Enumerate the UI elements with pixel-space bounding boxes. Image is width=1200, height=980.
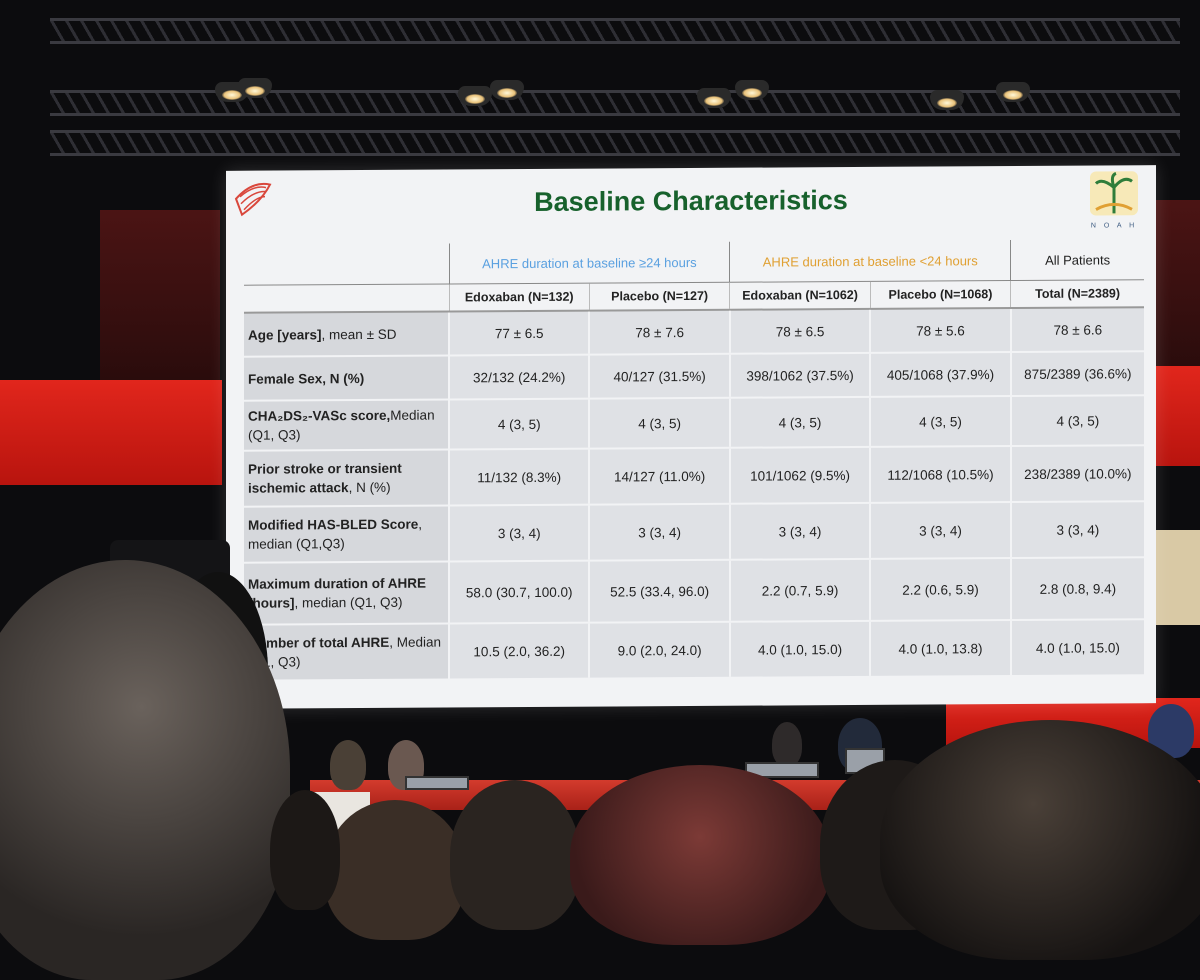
table-cell: 3 (3, 4) <box>729 502 871 560</box>
baseline-table: AHRE duration at baseline ≥24 hours AHRE… <box>244 239 1144 681</box>
group-header-all: All Patients <box>1010 239 1144 281</box>
table-cell: 4.0 (1.0, 13.8) <box>870 620 1011 677</box>
row-label: Maximum duration of AHRE [hours], median… <box>244 561 449 625</box>
panelist <box>772 722 802 766</box>
table-row: Number of total AHRE, Median (Q1, Q3) 10.… <box>244 619 1144 681</box>
group-header-row: AHRE duration at baseline ≥24 hours AHRE… <box>244 239 1144 285</box>
dark-red-panel-left <box>100 210 220 380</box>
audience-head <box>880 720 1200 960</box>
row-label: Female Sex, N (%) <box>244 355 449 401</box>
table-cell: 3 (3, 4) <box>589 503 730 561</box>
audience-head <box>325 800 465 940</box>
table-cell: 101/1062 (9.5%) <box>729 446 871 504</box>
panelist <box>330 740 366 790</box>
table-row: Female Sex, N (%) 32/132 (24.2%) 40/127 (3… <box>244 351 1144 401</box>
row-label-rest: , mean ± SD <box>321 326 397 342</box>
stage-light-icon <box>996 82 1030 102</box>
table-cell: 4.0 (1.0, 15.0) <box>1010 619 1144 677</box>
column-header: Edoxaban (N=1062) <box>729 281 871 310</box>
table-cell: 2.2 (0.7, 5.9) <box>729 558 871 622</box>
table-cell: 4 (3, 5) <box>729 396 871 448</box>
logo-text: N O A H <box>1090 222 1138 230</box>
table-row: CHA₂DS₂-VASc score,Median (Q1, Q3) 4 (3, … <box>244 395 1144 451</box>
audience-head <box>570 765 830 945</box>
column-header: Edoxaban (N=132) <box>449 283 590 312</box>
table-cell: 9.0 (2.0, 24.0) <box>589 621 730 679</box>
table-cell: 78 ± 5.6 <box>870 308 1011 353</box>
red-wall-left <box>0 380 222 485</box>
table-row: Age [years], mean ± SD 77 ± 6.5 78 ± 7.6 78… <box>244 307 1144 357</box>
table-cell: 11/132 (8.3%) <box>449 448 590 506</box>
laptop <box>405 776 469 790</box>
table-cell: 14/127 (11.0%) <box>589 447 730 505</box>
column-header: Placebo (N=1068) <box>870 280 1011 309</box>
table-cell: 4 (3, 5) <box>870 396 1011 447</box>
table-cell: 3 (3, 4) <box>1010 501 1144 559</box>
table-cell: 238/2389 (10.0%) <box>1010 445 1144 503</box>
table-cell: 78 ± 6.5 <box>729 308 871 354</box>
table-cell: 40/127 (31.5%) <box>589 353 730 399</box>
projection-screen: Baseline Characteristics N O A H AHRE du… <box>226 165 1156 709</box>
row-label-bold: Female Sex, N (%) <box>248 370 365 387</box>
table-cell: 875/2389 (36.6%) <box>1010 351 1144 397</box>
table-cell: 10.5 (2.0, 36.2) <box>449 622 590 680</box>
table-cell: 4 (3, 5) <box>449 398 590 450</box>
table-cell: 405/1068 (37.9%) <box>870 352 1011 397</box>
group-header-ge24h: AHRE duration at baseline ≥24 hours <box>449 241 730 284</box>
audience-head <box>450 780 580 930</box>
ceiling-truss-1 <box>50 18 1180 44</box>
table-body: Age [years], mean ± SD 77 ± 6.5 78 ± 7.6 78… <box>244 307 1144 681</box>
stage-light-icon <box>490 80 524 100</box>
blank-subheader <box>244 283 449 313</box>
palm-tree-icon <box>1090 171 1138 216</box>
table-cell: 78 ± 6.6 <box>1010 307 1144 353</box>
noah-logo: N O A H <box>1086 169 1142 230</box>
slide-title: Baseline Characteristics <box>534 185 848 217</box>
stage-light-icon <box>697 88 731 108</box>
slide-logo-left-icon <box>234 182 272 217</box>
table-row: Prior stroke or transient ischemic attac… <box>244 445 1144 507</box>
row-label: Prior stroke or transient ischemic attac… <box>244 449 449 507</box>
table-cell: 112/1068 (10.5%) <box>870 446 1011 503</box>
stage-light-icon <box>930 90 964 110</box>
column-header: Placebo (N=127) <box>589 282 730 311</box>
group-header-lt24h: AHRE duration at baseline <24 hours <box>729 240 1011 283</box>
audience-head <box>270 790 340 910</box>
row-label: Number of total AHRE, Median (Q1, Q3) <box>244 623 449 681</box>
table-cell: 4 (3, 5) <box>1010 395 1144 447</box>
table-cell: 52.5 (33.4, 96.0) <box>589 559 730 623</box>
row-label-rest: , N (%) <box>348 479 391 496</box>
table-cell: 32/132 (24.2%) <box>449 354 590 400</box>
row-label: Modified HAS-BLED Score, median (Q1,Q3) <box>244 505 449 563</box>
table-cell: 58.0 (30.7, 100.0) <box>449 560 590 624</box>
row-label-bold: Age [years] <box>248 326 322 343</box>
row-label: CHA₂DS₂-VASc score,Median (Q1, Q3) <box>244 399 449 451</box>
table-row: Maximum duration of AHRE [hours], median… <box>244 557 1144 625</box>
row-label-bold: Number of total AHRE <box>248 634 390 651</box>
column-header: Total (N=2389) <box>1010 279 1144 309</box>
table-cell: 3 (3, 4) <box>449 504 590 562</box>
row-label-bold: Modified HAS-BLED Score <box>248 516 419 533</box>
table-cell: 4 (3, 5) <box>589 397 730 449</box>
side-screen <box>1154 530 1200 625</box>
blank-header <box>244 243 449 285</box>
ceiling-truss-3 <box>50 130 1180 156</box>
table-cell: 78 ± 7.6 <box>589 309 730 355</box>
row-label: Age [years], mean ± SD <box>244 311 449 357</box>
stage-light-icon <box>238 78 272 98</box>
row-label-rest: , median (Q1, Q3) <box>294 594 403 611</box>
row-label-bold: CHA₂DS₂-VASc score, <box>248 407 391 424</box>
table-cell: 2.8 (0.8, 9.4) <box>1010 557 1144 621</box>
table-row: Modified HAS-BLED Score, median (Q1,Q3) 3… <box>244 501 1144 563</box>
table-cell: 4.0 (1.0, 15.0) <box>729 620 871 678</box>
table-cell: 77 ± 6.5 <box>449 310 590 356</box>
table-cell: 3 (3, 4) <box>870 502 1011 559</box>
table-cell: 398/1062 (37.5%) <box>729 352 871 398</box>
stage-light-icon <box>735 80 769 100</box>
table-cell: 2.2 (0.6, 5.9) <box>870 558 1011 621</box>
stage-light-icon <box>458 86 492 106</box>
